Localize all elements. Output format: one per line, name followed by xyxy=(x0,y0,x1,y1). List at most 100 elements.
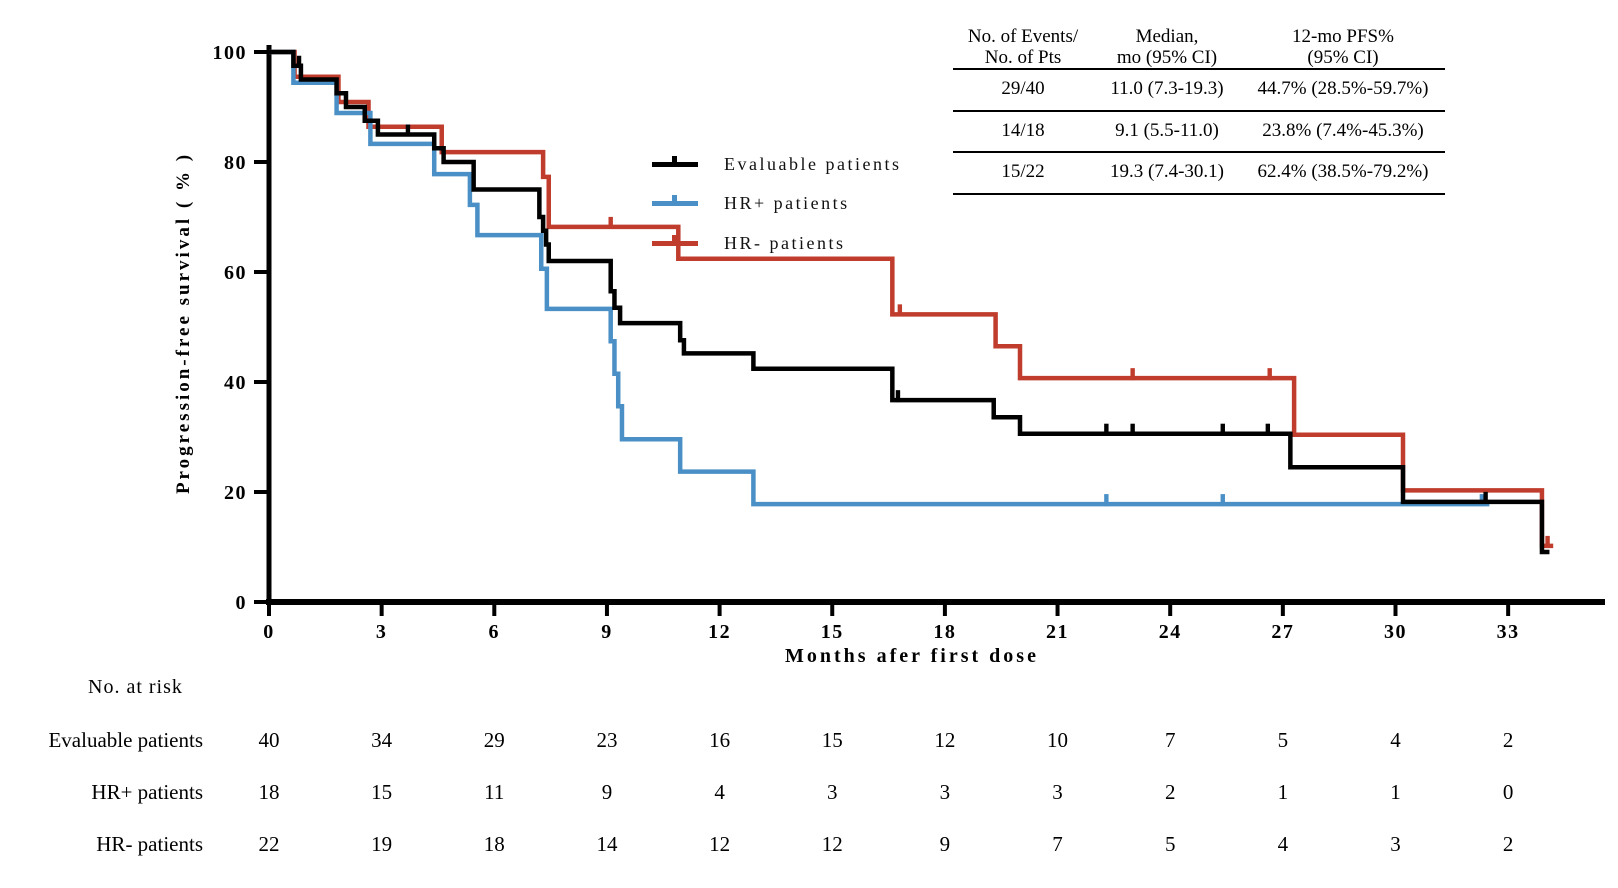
risk-value: 29 xyxy=(483,728,505,752)
risk-value: 10 xyxy=(1047,728,1069,752)
stats-table: No. of Events/ No. of Pts Median, mo (95… xyxy=(953,0,1445,210)
x-tick-label: 3 xyxy=(376,621,388,643)
table-rule xyxy=(953,110,1445,112)
stats-header-median-2: mo (95% CI) xyxy=(1116,47,1218,68)
legend-item-hr-plus: HR+ patients xyxy=(652,193,850,213)
legend-label-hr-minus: HR- patients xyxy=(724,232,846,253)
risk-row-label-hr-plus: HR+ patients xyxy=(91,780,203,804)
risk-value: 1 xyxy=(1277,780,1289,804)
censor-tick xyxy=(1267,368,1272,381)
legend: Evaluable patients HR+ patients HR- pati… xyxy=(652,72,952,253)
hr-minus-line-swatch-icon xyxy=(652,234,698,246)
censor-tick xyxy=(1545,535,1550,548)
stats-header-events: No. of Events/ xyxy=(967,26,1079,47)
x-tick-label: 30 xyxy=(1384,621,1407,643)
censor-tick xyxy=(1104,494,1109,507)
censor-tick xyxy=(1220,423,1225,436)
evaluable-line-swatch-icon xyxy=(652,155,698,167)
risk-value: 4 xyxy=(714,780,725,804)
risk-value: 15 xyxy=(371,780,393,804)
y-tick-label: 60 xyxy=(224,262,247,284)
risk-value: 12 xyxy=(934,728,956,752)
x-tick-label: 18 xyxy=(933,621,956,643)
risk-value: 2 xyxy=(1164,780,1176,804)
censor-tick xyxy=(1104,423,1109,436)
x-tick-label: 27 xyxy=(1271,621,1294,643)
stats-events-evaluable: 29/40 xyxy=(1001,78,1045,99)
risk-value: 18 xyxy=(258,780,280,804)
risk-value: 7 xyxy=(1052,832,1063,856)
stats-median-hr-plus: 9.1 (5.5-11.0) xyxy=(1115,120,1219,141)
risk-value: 12 xyxy=(709,832,731,856)
risk-value: 34 xyxy=(371,728,393,752)
risk-value: 15 xyxy=(821,728,843,752)
y-tick-label: 20 xyxy=(224,482,247,504)
risk-value: 16 xyxy=(709,728,731,752)
x-axis-title: Months afer first dose xyxy=(785,645,1039,667)
censor-tick xyxy=(1483,491,1488,504)
risk-value: 12 xyxy=(821,832,843,856)
x-tick-label: 12 xyxy=(708,621,731,643)
risk-value: 9 xyxy=(939,832,951,856)
stats-header-median: Median, xyxy=(1135,26,1199,47)
risk-value: 3 xyxy=(1052,780,1063,804)
hr-plus-line-swatch-icon xyxy=(652,194,698,206)
x-tick-label: 9 xyxy=(601,621,613,643)
table-rule xyxy=(953,68,1445,70)
risk-row-label-evaluable: Evaluable patients xyxy=(48,728,203,752)
stats-median-hr-minus: 19.3 (7.4-30.1) xyxy=(1110,161,1224,182)
risk-value: 7 xyxy=(1164,728,1176,752)
risk-value: 14 xyxy=(596,832,618,856)
y-axis-title: Progression-free survival ( % ) xyxy=(173,151,194,495)
risk-value: 3 xyxy=(1390,832,1401,856)
y-tick-label: 0 xyxy=(236,592,248,614)
censor-tick xyxy=(1220,494,1225,507)
risk-value: 2 xyxy=(1502,728,1514,752)
x-tick-label: 21 xyxy=(1046,621,1069,643)
stats-pfs-hr-plus: 23.8% (7.4%-45.3%) xyxy=(1262,120,1424,141)
risk-value: 23 xyxy=(596,728,618,752)
x-tick-label: 0 xyxy=(263,621,275,643)
stats-events-hr-plus: 14/18 xyxy=(1001,120,1045,141)
y-tick-label: 40 xyxy=(224,372,247,394)
stats-pfs-evaluable: 44.7% (28.5%-59.7%) xyxy=(1257,78,1429,99)
table-rule xyxy=(953,151,1445,153)
legend-label-evaluable: Evaluable patients xyxy=(724,153,902,174)
x-tick-label: 15 xyxy=(821,621,844,643)
stats-events-hr-minus: 15/22 xyxy=(1001,161,1045,182)
censor-tick xyxy=(405,124,411,137)
legend-item-hr-minus: HR- patients xyxy=(652,233,846,253)
risk-value: 40 xyxy=(258,728,280,752)
risk-value: 4 xyxy=(1390,728,1401,752)
risk-value: 2 xyxy=(1502,832,1514,856)
risk-value: 11 xyxy=(484,780,505,804)
risk-row-label-hr-minus: HR- patients xyxy=(96,832,203,856)
stats-pfs-hr-minus: 62.4% (38.5%-79.2%) xyxy=(1257,161,1429,182)
x-tick-label: 33 xyxy=(1497,621,1520,643)
risk-value: 19 xyxy=(371,832,393,856)
risk-value: 1 xyxy=(1390,780,1401,804)
censor-tick xyxy=(1265,423,1271,436)
risk-value: 3 xyxy=(827,780,838,804)
stats-header-events-2: No. of Pts xyxy=(984,47,1062,68)
legend-label-hr-plus: HR+ patients xyxy=(724,192,850,213)
censor-tick xyxy=(296,55,302,68)
x-tick-label: 24 xyxy=(1159,621,1182,643)
km-curve-evaluable-patients xyxy=(269,49,1550,555)
censor-tick xyxy=(1130,423,1135,436)
x-tick-label: 6 xyxy=(489,621,501,643)
risk-value: 22 xyxy=(258,832,280,856)
risk-table-title: No. at risk xyxy=(88,676,183,698)
risk-value: 4 xyxy=(1277,832,1289,856)
stats-median-evaluable: 11.0 (7.3-19.3) xyxy=(1110,78,1224,99)
censor-tick xyxy=(897,304,903,317)
censor-tick xyxy=(895,390,901,403)
risk-value: 18 xyxy=(483,832,505,856)
y-tick-label: 80 xyxy=(224,152,247,174)
legend-item-evaluable: Evaluable patients xyxy=(652,154,901,174)
risk-value: 3 xyxy=(939,780,951,804)
censor-tick xyxy=(1130,368,1135,381)
risk-value: 5 xyxy=(1277,728,1289,752)
